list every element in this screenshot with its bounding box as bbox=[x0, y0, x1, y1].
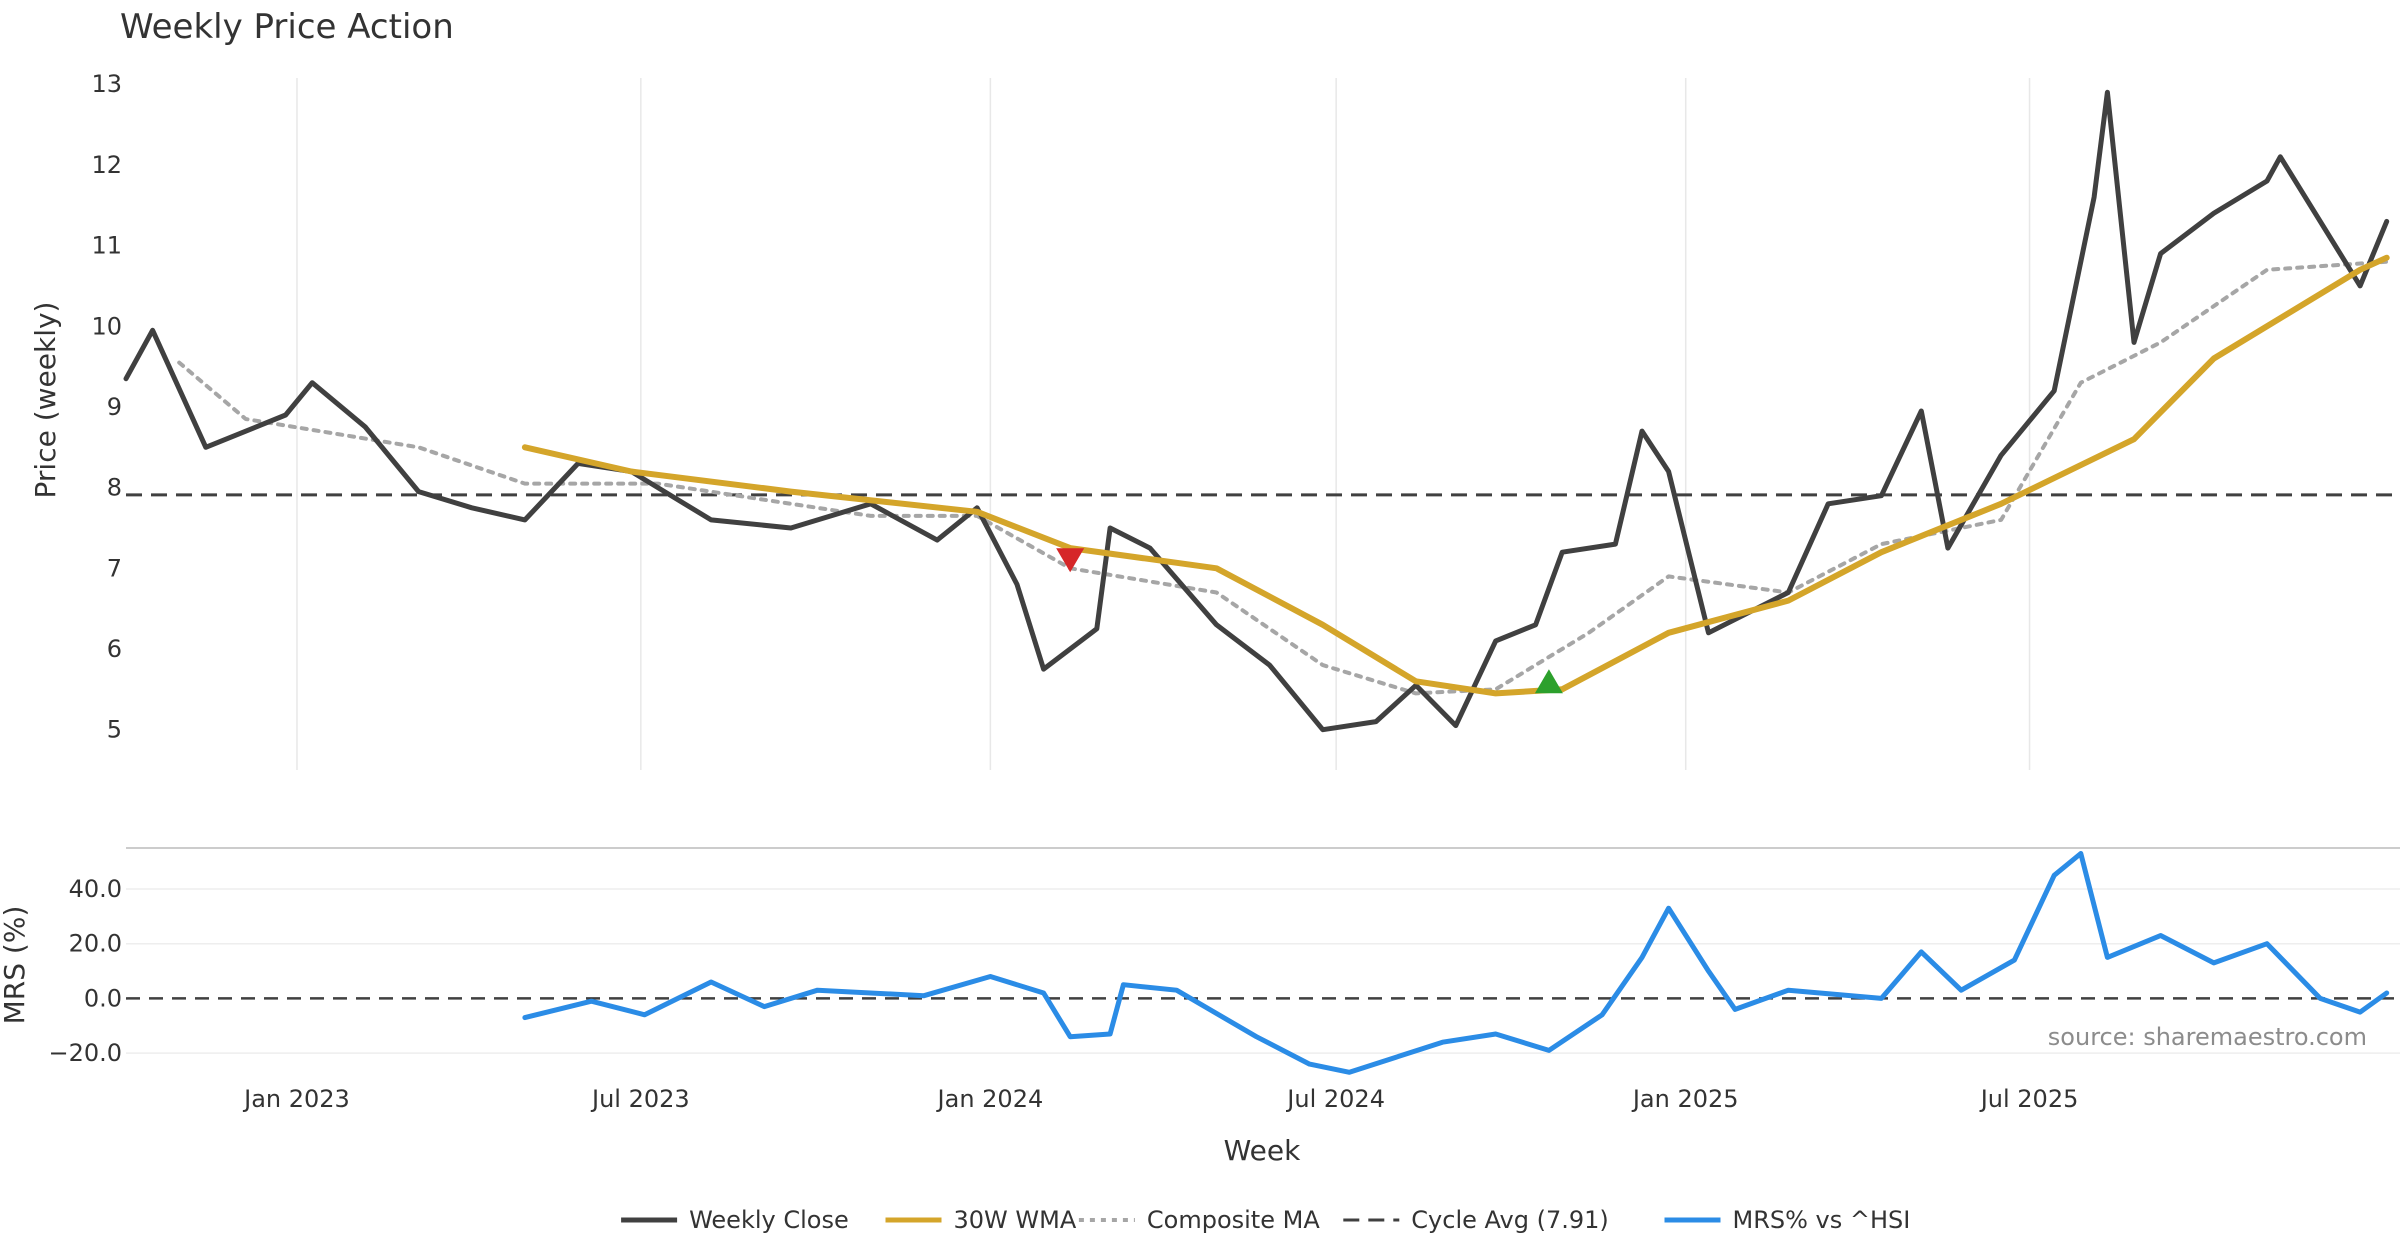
mrs-y-tick-label: 40.0 bbox=[69, 875, 122, 903]
legend-label: Weekly Close bbox=[689, 1206, 849, 1234]
x-tick-label: Jul 2023 bbox=[590, 1085, 690, 1113]
price-y-tick-label: 9 bbox=[107, 393, 122, 421]
legend-item: Cycle Avg (7.91) bbox=[1343, 1206, 1609, 1234]
price-y-tick-label: 7 bbox=[107, 554, 122, 582]
x-tick-label: Jul 2024 bbox=[1285, 1085, 1385, 1113]
composite-ma-line bbox=[177, 259, 2389, 696]
series-layer bbox=[123, 89, 2400, 1075]
price-axis-title: Price (weekly) bbox=[29, 302, 62, 499]
wma-30w-line bbox=[521, 254, 2390, 697]
x-tick-label: Jan 2023 bbox=[242, 1085, 350, 1113]
x-tick-label: Jan 2025 bbox=[1631, 1085, 1739, 1113]
x-tick-label: Jan 2024 bbox=[936, 1085, 1044, 1113]
mrs-y-tick-label: 20.0 bbox=[69, 930, 122, 958]
mrs-y-tick-label: 0.0 bbox=[84, 984, 122, 1012]
legend-item: MRS% vs ^HSI bbox=[1664, 1206, 1911, 1234]
source-annotation: source: sharemaestro.com bbox=[2048, 1023, 2367, 1051]
tick-layer: Jan 2023 Jul 2023 Jan 2024 Jul 2024 Jan 2025… bbox=[48, 70, 2078, 1113]
price-y-tick-label: 5 bbox=[107, 716, 122, 744]
price-y-tick-label: 10 bbox=[91, 312, 122, 340]
price-y-tick-label: 11 bbox=[91, 232, 122, 260]
legend-label: 30W WMA bbox=[954, 1206, 1077, 1234]
grid-layer bbox=[126, 78, 2400, 1054]
x-axis-title: Week bbox=[1224, 1134, 1301, 1167]
chart-title: Weekly Price Action bbox=[120, 7, 454, 47]
price-y-tick-label: 6 bbox=[107, 635, 122, 663]
buy-signal-marker bbox=[1534, 669, 1563, 694]
x-tick-label: Jul 2025 bbox=[1979, 1085, 2079, 1113]
legend-label: Cycle Avg (7.91) bbox=[1411, 1206, 1608, 1234]
mrs-y-tick-label: −20.0 bbox=[48, 1039, 122, 1067]
legend-item: Composite MA bbox=[1078, 1206, 1320, 1234]
price-y-tick-label: 13 bbox=[91, 70, 122, 98]
sell-signal-marker bbox=[1056, 548, 1085, 573]
legend: Weekly Close 30W WMA Composite MA Cycle Avg… bbox=[621, 1206, 1910, 1234]
price-y-tick-label: 12 bbox=[91, 151, 122, 179]
mrs-axis-title: MRS (%) bbox=[0, 906, 31, 1025]
legend-label: MRS% vs ^HSI bbox=[1733, 1206, 1911, 1234]
weekly-close-line bbox=[123, 89, 2390, 733]
price-y-tick-label: 8 bbox=[107, 474, 122, 502]
legend-item: Weekly Close bbox=[621, 1206, 849, 1234]
legend-item: 30W WMA bbox=[885, 1206, 1077, 1234]
legend-label: Composite MA bbox=[1147, 1206, 1320, 1234]
mrs-line bbox=[522, 851, 2390, 1075]
